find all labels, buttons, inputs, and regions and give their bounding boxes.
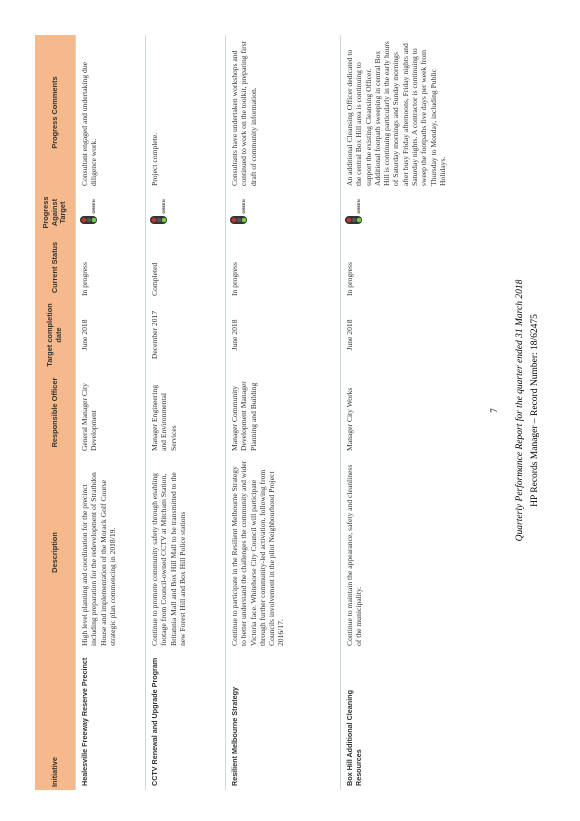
column-header: Current Status: [35, 235, 76, 300]
status-label: GREEN: [160, 199, 166, 214]
table-row: Resilient Melbourne Strategy Continue to …: [225, 35, 341, 790]
table-cell: Manager Community Development Manager Pl…: [225, 370, 341, 455]
footer-title: Quarterly Performance Report for the qua…: [515, 279, 525, 542]
table-cell: In progress: [340, 235, 466, 300]
table-body: Healesville Freeway Reserve Precinct High…: [75, 35, 466, 790]
column-header: Responsible Officer: [35, 370, 76, 455]
progress-cell: GREEN: [340, 190, 466, 235]
table-cell: Manager Engineering and Environmental Se…: [145, 370, 226, 455]
table-row: Healesville Freeway Reserve Precinct High…: [75, 35, 146, 790]
column-header: Description: [35, 455, 76, 650]
table-cell: Continue to participate in the Resilient…: [225, 455, 341, 650]
traffic-light: GREEN: [345, 199, 363, 225]
column-header: Target completion date: [35, 300, 76, 370]
status-label: GREEN: [90, 199, 96, 214]
traffic-light: GREEN: [150, 199, 168, 225]
footer-record: HP Records Manager – Record Number: 18/6…: [530, 314, 540, 507]
progress-cell: GREEN: [145, 190, 226, 235]
status-label: GREEN: [240, 199, 246, 214]
header-row: Initiative Description Responsible Officer…: [35, 35, 76, 790]
table-cell: December 2017: [145, 300, 226, 370]
table-cell: General Manager City Development: [75, 370, 146, 455]
table-cell: In progress: [75, 235, 146, 300]
progress-cell: GREEN: [75, 190, 146, 235]
table-cell: Completed: [145, 235, 226, 300]
column-header: Progress Against Target: [35, 190, 76, 235]
table-row: CCTV Renewal and Upgrade Program Continue…: [145, 35, 226, 790]
light-icon: [345, 215, 362, 224]
traffic-light: GREEN: [230, 199, 248, 225]
initiative-cell: Resilient Melbourne Strategy: [225, 650, 341, 790]
initiative-cell: CCTV Renewal and Upgrade Program: [145, 650, 226, 790]
table-cell: High level planning and coordination for…: [75, 455, 146, 650]
table-cell: June 2018: [75, 300, 146, 370]
light-icon: [80, 215, 97, 224]
initiative-cell: Healesville Freeway Reserve Precinct: [75, 650, 146, 790]
table-cell: June 2018: [340, 300, 466, 370]
table-cell: June 2018: [225, 300, 341, 370]
progress-cell: GREEN: [225, 190, 341, 235]
page-number: 7: [489, 408, 499, 413]
table-cell: Continue to maintain the appearance, saf…: [340, 455, 466, 650]
table-cell: Consultants have undertaken workshops an…: [225, 35, 341, 190]
light-icon: [150, 215, 167, 224]
column-header: Progress Comments: [35, 35, 76, 190]
column-header: Initiative: [35, 650, 76, 790]
table-cell: Continue to promote community safety thr…: [145, 455, 226, 650]
table-row: Box Hill Additional Cleaning Resources Co…: [340, 35, 466, 790]
light-icon: [230, 215, 247, 224]
table-cell: Manager City Works: [340, 370, 466, 455]
traffic-light: GREEN: [80, 199, 98, 225]
table-cell: An additional Cleansing Officer dedicate…: [340, 35, 466, 190]
status-label: GREEN: [355, 199, 361, 214]
table-cell: Consultant engaged and undertaking due d…: [75, 35, 146, 190]
table-cell: In progress: [225, 235, 341, 300]
initiative-cell: Box Hill Additional Cleaning Resources: [340, 650, 466, 790]
table-cell: Project complete.: [145, 35, 226, 190]
performance-table: Initiative Description Responsible Officer…: [35, 35, 466, 790]
